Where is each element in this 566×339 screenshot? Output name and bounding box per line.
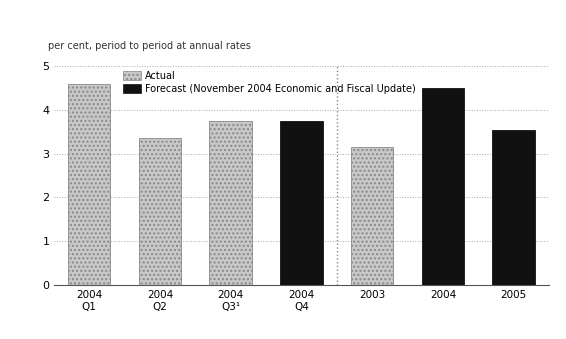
Text: U.S. Real GDP Growth: U.S. Real GDP Growth <box>14 23 212 38</box>
Bar <box>492 129 535 285</box>
Bar <box>280 121 323 285</box>
Bar <box>139 138 181 285</box>
Legend: Actual, Forecast (November 2004 Economic and Fiscal Update): Actual, Forecast (November 2004 Economic… <box>123 71 416 94</box>
Text: per cent, period to period at annual rates: per cent, period to period at annual rat… <box>48 41 251 51</box>
Bar <box>422 88 464 285</box>
Bar <box>209 121 252 285</box>
Bar <box>68 84 110 285</box>
Bar <box>351 147 393 285</box>
